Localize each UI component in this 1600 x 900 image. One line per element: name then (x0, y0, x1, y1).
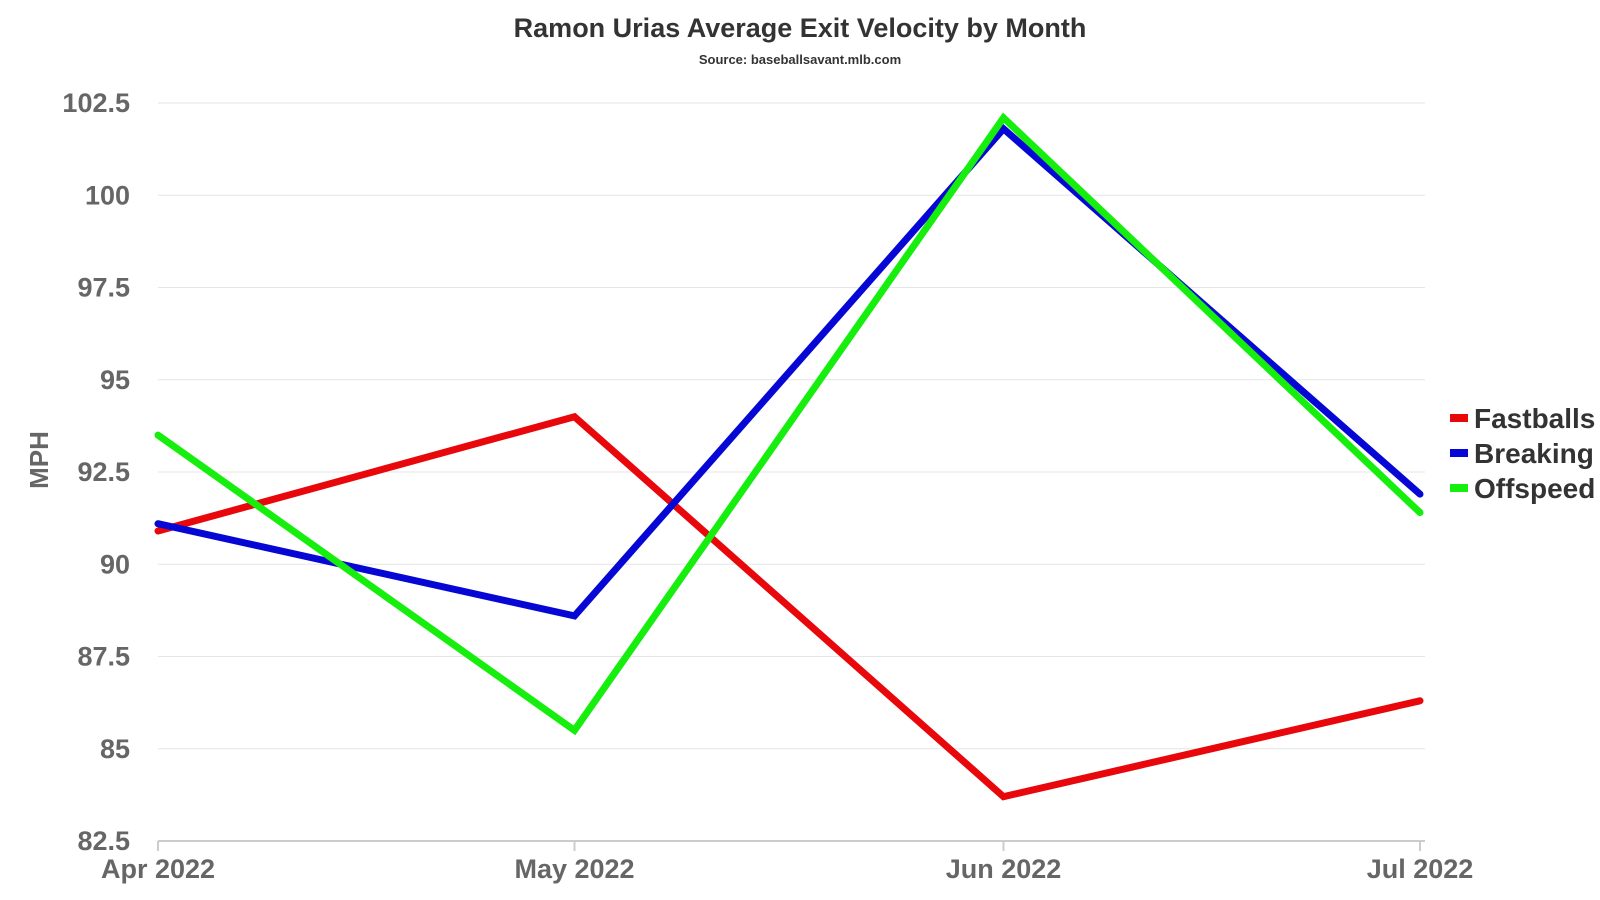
legend: Fastballs Breaking Offspeed (1450, 403, 1595, 504)
legend-label-breaking: Breaking (1474, 438, 1594, 469)
legend-label-offspeed: Offspeed (1474, 473, 1595, 504)
y-tick-label: 82.5 (77, 826, 130, 856)
gridlines (158, 102, 1425, 842)
y-axis-ticks: 82.5 85 87.5 90 92.5 95 97.5 100 102.5 (62, 88, 130, 856)
chart-title: Ramon Urias Average Exit Velocity by Mon… (514, 13, 1087, 43)
y-tick-label: 95 (100, 365, 130, 395)
y-tick-label: 87.5 (77, 642, 130, 672)
x-tick-label: Jun 2022 (946, 854, 1062, 884)
x-tick-label: Jul 2022 (1367, 854, 1474, 884)
series-line-offspeed (154, 112, 1424, 736)
x-tick-label: May 2022 (514, 854, 634, 884)
y-tick-label: 100 (85, 180, 130, 210)
series-lines (154, 112, 1424, 801)
x-tick-label: Apr 2022 (101, 854, 215, 884)
y-tick-label: 97.5 (77, 273, 130, 303)
x-axis: Apr 2022 May 2022 Jun 2022 Jul 2022 (101, 841, 1473, 884)
legend-label-fastballs: Fastballs (1474, 403, 1595, 434)
y-tick-label: 102.5 (62, 88, 130, 118)
series-line-fastballs (154, 412, 1424, 801)
y-tick-label: 92.5 (77, 457, 130, 487)
y-tick-label: 90 (100, 549, 130, 579)
y-tick-label: 85 (100, 734, 130, 764)
chart-subtitle: Source: baseballsavant.mlb.com (699, 52, 901, 67)
y-axis-label: MPH (24, 431, 54, 489)
series-line-breaking (154, 123, 1424, 620)
